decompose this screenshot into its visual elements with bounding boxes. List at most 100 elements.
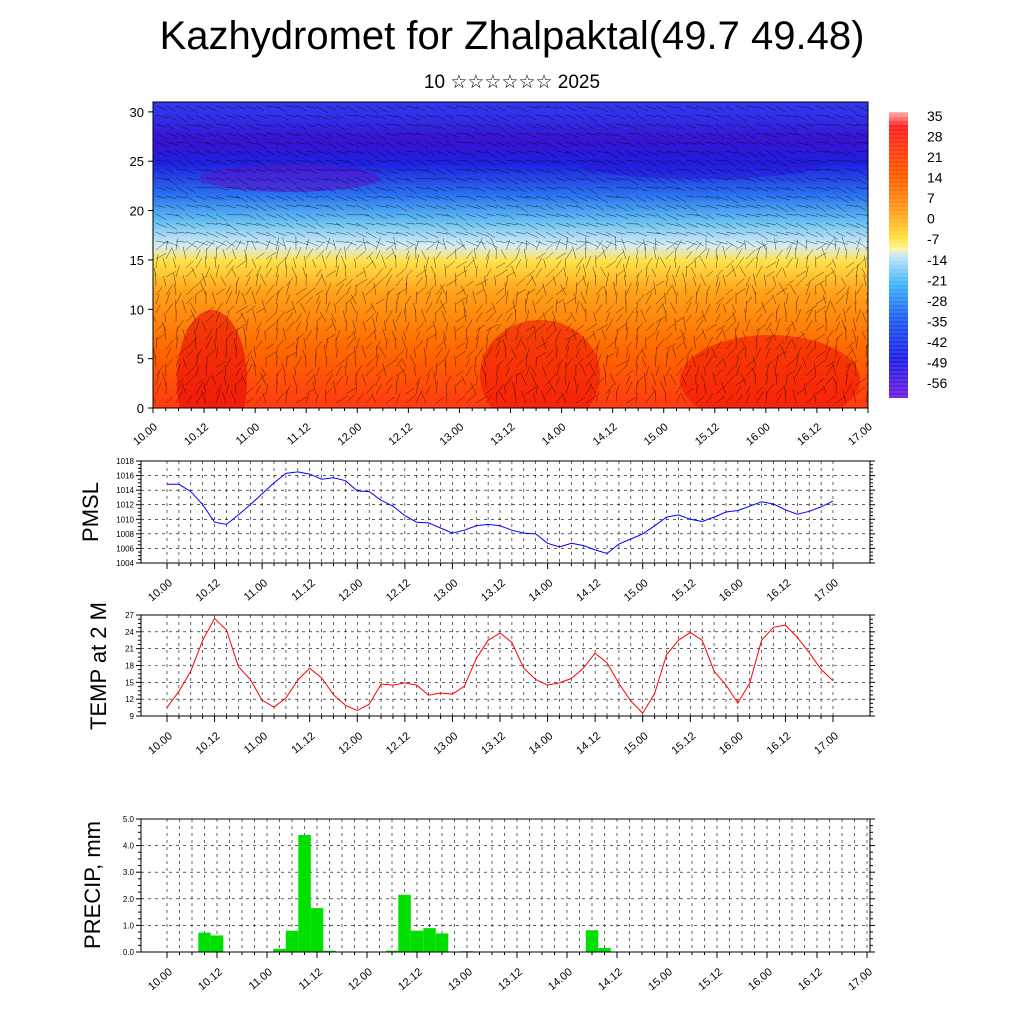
wind-barb — [785, 132, 798, 135]
wind-barb — [485, 255, 490, 269]
wind-barb — [392, 319, 397, 332]
wind-barb — [155, 254, 159, 269]
wind-barb — [405, 269, 413, 278]
wind-barb — [265, 322, 276, 332]
wind-barb — [789, 284, 797, 296]
wind-barb — [185, 350, 193, 359]
wind-barb — [225, 168, 240, 173]
wind-barb — [745, 177, 757, 183]
wind-barb — [635, 132, 647, 138]
wind-barb — [475, 177, 484, 184]
wind-barb — [731, 304, 737, 314]
wind-barb — [655, 338, 665, 350]
wind-barb — [645, 213, 656, 217]
wind-barb — [795, 141, 810, 146]
wind-barb — [264, 330, 267, 341]
wind-barb — [735, 256, 745, 269]
wind-barb — [753, 273, 757, 287]
wind-barb — [345, 168, 357, 171]
wind-barb — [505, 132, 519, 140]
wind-barb — [275, 123, 286, 128]
wind-barb — [615, 366, 626, 377]
wind-barb — [435, 347, 443, 359]
wind-barb — [685, 186, 695, 191]
wind-barb — [735, 177, 749, 180]
wind-barb — [395, 150, 409, 156]
wind-barb — [205, 177, 215, 180]
wind-barb — [465, 366, 472, 377]
wind-barb — [745, 195, 756, 201]
wind-barb — [575, 222, 588, 227]
wind-barb — [285, 123, 296, 128]
wind-barb — [715, 357, 724, 368]
wind-barb — [363, 267, 367, 278]
wind-barb — [185, 105, 198, 114]
wind-barb — [345, 286, 352, 296]
wind-barb — [465, 186, 478, 190]
wind-barb — [672, 274, 677, 287]
wind-barb — [195, 105, 207, 110]
wind-barb — [445, 261, 455, 269]
wind-barb — [455, 141, 466, 144]
wind-barb — [635, 105, 649, 112]
wind-barb — [385, 177, 399, 184]
precip-x-tick-label: 13.12 — [496, 966, 525, 993]
wind-barb — [215, 123, 227, 126]
wind-barb — [275, 356, 278, 368]
wind-barb — [205, 168, 217, 174]
wind-barb — [175, 384, 181, 395]
wind-barb — [465, 337, 469, 350]
wind-barb — [645, 186, 658, 189]
wind-barb — [545, 374, 555, 386]
wind-barb — [155, 141, 169, 148]
wind-barb — [435, 312, 437, 323]
wind-barb — [605, 312, 610, 323]
wind-barb — [575, 231, 589, 237]
wind-barb — [325, 270, 337, 278]
wind-barb — [763, 274, 767, 287]
wind-barb — [295, 141, 306, 145]
wind-barb — [215, 361, 227, 368]
wind-barb — [595, 324, 608, 332]
wind-barb — [175, 186, 188, 194]
wind-barb — [171, 247, 177, 260]
wind-barb — [425, 333, 438, 341]
temp-x-tick-label: 13.12 — [479, 730, 508, 757]
wind-barb — [605, 177, 620, 181]
wind-barb — [635, 213, 646, 218]
wind-barb — [805, 239, 807, 251]
wind-barb — [385, 338, 388, 350]
wind-barb — [175, 159, 188, 167]
wind-barb — [415, 213, 427, 219]
wind-barb — [805, 114, 817, 122]
wind-barb — [175, 347, 186, 359]
wind-barb — [165, 340, 174, 350]
wind-barb — [475, 123, 486, 128]
wind-barb — [415, 291, 417, 305]
wind-barb — [385, 267, 393, 278]
wind-barb — [865, 390, 868, 404]
wind-barb — [475, 356, 477, 368]
wind-barb — [395, 114, 406, 122]
wind-barb — [655, 168, 665, 175]
wind-barb — [690, 267, 697, 278]
wind-barb — [672, 346, 677, 359]
wind-barb — [672, 285, 677, 296]
wind-barb — [685, 314, 692, 323]
wind-barb — [735, 240, 746, 245]
wind-barb — [260, 372, 267, 386]
wind-barb — [775, 141, 787, 147]
wind-barb — [165, 177, 178, 186]
wind-barb — [805, 222, 816, 226]
wind-barb — [353, 346, 357, 359]
wind-barb — [415, 390, 423, 404]
wind-barb — [225, 213, 237, 216]
wind-barb — [825, 377, 833, 386]
wind-barb — [825, 123, 837, 126]
wind-barb — [685, 250, 693, 260]
wind-barb — [201, 390, 207, 404]
wind-barb — [415, 381, 419, 395]
wind-barb — [245, 275, 251, 287]
wind-barb — [345, 294, 357, 305]
wind-barb — [685, 150, 696, 153]
